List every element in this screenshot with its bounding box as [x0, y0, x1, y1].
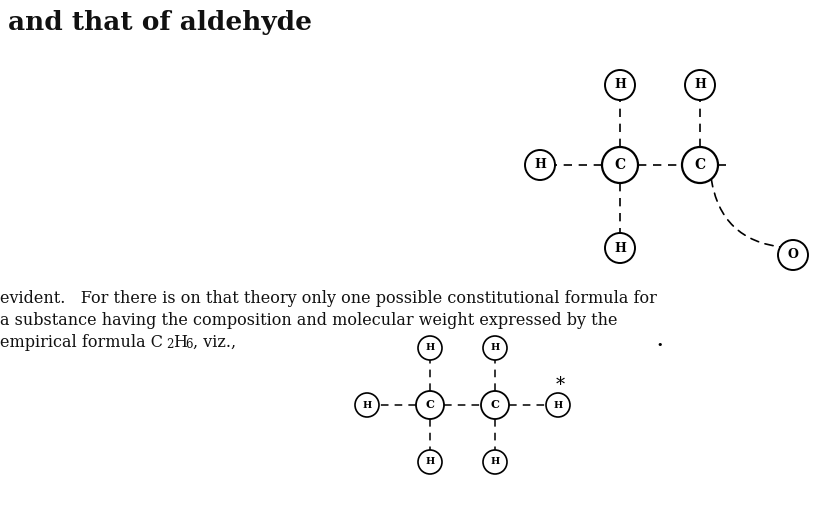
Text: O: O — [788, 248, 799, 262]
Text: H: H — [614, 241, 626, 255]
Text: C: C — [490, 399, 499, 410]
Text: H: H — [553, 400, 562, 409]
Circle shape — [418, 336, 442, 360]
Text: and that of aldehyde: and that of aldehyde — [8, 10, 312, 35]
Text: empirical formula C: empirical formula C — [0, 334, 163, 351]
Text: H: H — [362, 400, 371, 409]
Text: H: H — [614, 79, 626, 91]
Text: H: H — [534, 158, 546, 172]
Text: H: H — [426, 343, 435, 353]
Circle shape — [418, 450, 442, 474]
Circle shape — [685, 70, 715, 100]
Text: C: C — [614, 158, 625, 172]
Circle shape — [602, 147, 638, 183]
Text: C: C — [695, 158, 706, 172]
Circle shape — [682, 147, 718, 183]
Text: H: H — [694, 79, 706, 91]
Text: H: H — [490, 343, 499, 353]
Circle shape — [778, 240, 808, 270]
Text: evident.   For there is on that theory only one possible constitutional formula : evident. For there is on that theory onl… — [0, 290, 657, 307]
Text: 2: 2 — [166, 338, 173, 351]
Text: C: C — [426, 399, 434, 410]
Text: •: • — [657, 340, 663, 350]
Circle shape — [605, 233, 635, 263]
Circle shape — [605, 70, 635, 100]
Text: H: H — [490, 458, 499, 466]
Circle shape — [525, 150, 555, 180]
Text: *: * — [556, 376, 565, 394]
Text: , viz.,: , viz., — [193, 334, 236, 351]
Text: H: H — [426, 458, 435, 466]
Circle shape — [483, 336, 507, 360]
Circle shape — [481, 391, 509, 419]
FancyArrowPatch shape — [711, 178, 783, 247]
Circle shape — [416, 391, 444, 419]
Text: 6: 6 — [185, 338, 193, 351]
Text: a substance having the composition and molecular weight expressed by the: a substance having the composition and m… — [0, 312, 618, 329]
Text: H: H — [173, 334, 187, 351]
Circle shape — [483, 450, 507, 474]
Circle shape — [546, 393, 570, 417]
Circle shape — [355, 393, 379, 417]
